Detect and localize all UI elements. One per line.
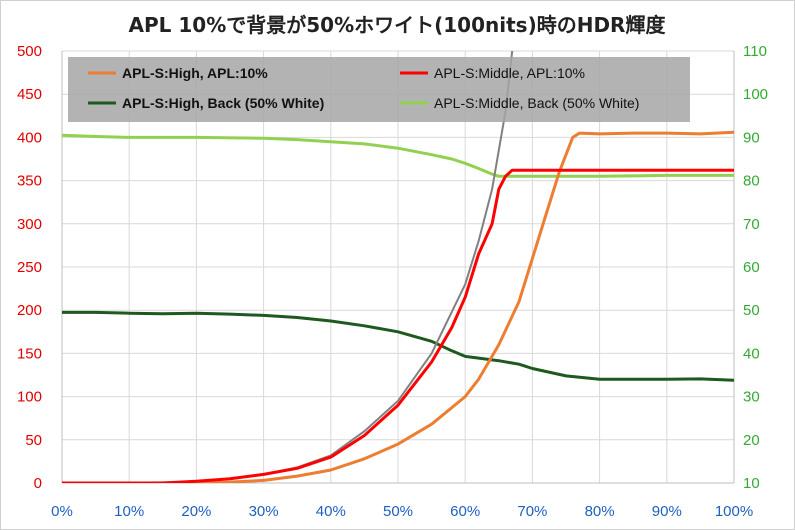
y-right-tick-label: 110 xyxy=(743,43,767,60)
y-left-tick-label: 150 xyxy=(17,345,42,362)
back-middle-line xyxy=(62,133,734,178)
y-right-tick-label: 90 xyxy=(743,129,760,146)
x-tick-label: 30% xyxy=(249,503,279,520)
y-right-tick-label: 10 xyxy=(743,475,760,492)
y-left-tick-label: 350 xyxy=(17,173,42,190)
legend-label: APL-S:High, APL:10% xyxy=(122,65,268,81)
legend-label: APL-S:Middle, Back (50% White) xyxy=(434,95,639,111)
legend-item-back-high: APL-S:High, Back (50% White) xyxy=(88,95,324,111)
y-right-tick-label: 80 xyxy=(743,173,760,190)
legend-label: APL-S:Middle, APL:10% xyxy=(434,65,585,81)
y-right-tick-label: 30 xyxy=(743,389,760,406)
y-left-tick-label: 250 xyxy=(17,259,42,276)
y-left-tick-label: 100 xyxy=(17,389,42,406)
y-right-tick-label: 20 xyxy=(743,432,760,449)
y-right-tick-label: 40 xyxy=(743,345,760,362)
legend-label: APL-S:High, Back (50% White) xyxy=(122,95,324,111)
x-tick-label: 60% xyxy=(450,503,480,520)
series-lines xyxy=(62,51,734,483)
legend-item-apl-middle: APL-S:Middle, APL:10% xyxy=(400,65,585,81)
x-tick-label: 80% xyxy=(585,503,615,520)
y-left-tick-label: 50 xyxy=(25,432,42,449)
legend-box xyxy=(68,57,690,122)
y-left-tick-label: 0 xyxy=(34,475,42,492)
x-tick-label: 50% xyxy=(383,503,413,520)
y-right-tick-label: 50 xyxy=(743,302,760,319)
legend: APL-S:High, APL:10% APL-S:Middle, APL:10%… xyxy=(68,57,690,122)
x-tick-label: 40% xyxy=(316,503,346,520)
chart-title: APL 10%で背景が50%ホワイト(100nits)時のHDR輝度 xyxy=(129,13,667,37)
apl-high-line xyxy=(62,130,734,483)
x-tick-label: 70% xyxy=(517,503,547,520)
y-left-tick-label: 200 xyxy=(17,302,42,319)
x-tick-label: 90% xyxy=(652,503,682,520)
axes: 0 10 50 20 100 30 150 40 200 50 250 60 300 70 350 80 400… xyxy=(17,43,768,520)
x-tick-label: 0% xyxy=(51,503,73,520)
legend-item-apl-high: APL-S:High, APL:10% xyxy=(88,65,268,81)
y-right-tick-label: 60 xyxy=(743,259,760,276)
y-left-tick-label: 400 xyxy=(17,129,42,146)
y-right-tick-label: 70 xyxy=(743,216,760,233)
y-left-tick-label: 300 xyxy=(17,216,42,233)
y-right-tick-label: 100 xyxy=(743,86,768,103)
back-high-line xyxy=(62,310,734,382)
x-tick-label: 20% xyxy=(181,503,211,520)
x-tick-label: 100% xyxy=(715,503,753,520)
legend-item-back-middle: APL-S:Middle, Back (50% White) xyxy=(400,95,639,111)
apl-middle-line xyxy=(62,168,734,483)
y-left-tick-label: 500 xyxy=(17,43,42,60)
x-tick-label: 10% xyxy=(114,503,144,520)
y-left-tick-label: 450 xyxy=(17,86,42,103)
